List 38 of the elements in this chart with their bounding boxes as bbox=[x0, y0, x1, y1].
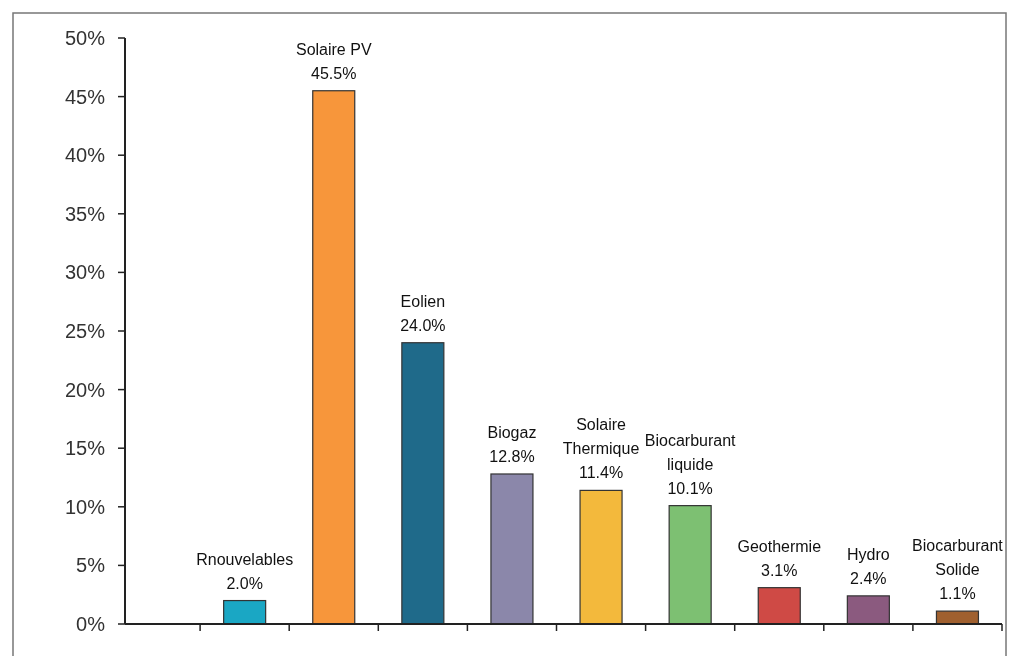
x-tick-label: Solaire PV bbox=[295, 40, 372, 58]
y-tick-label: 35% bbox=[64, 202, 106, 225]
y-tick-label: 15% bbox=[64, 437, 106, 460]
bar bbox=[312, 90, 356, 625]
y-tick-label: 45% bbox=[64, 85, 106, 108]
bar bbox=[223, 599, 267, 625]
bar bbox=[579, 489, 623, 625]
x-tick-label: Eolien bbox=[400, 292, 446, 310]
data-label: 45.5% bbox=[311, 64, 357, 82]
data-label: 2.4% bbox=[850, 569, 887, 587]
y-tick-label: 10% bbox=[64, 495, 106, 518]
y-tick-label: 5% bbox=[76, 554, 106, 577]
data-label: 3.1% bbox=[761, 561, 798, 579]
bar bbox=[668, 505, 712, 625]
data-label: 24.0% bbox=[400, 316, 446, 334]
bar bbox=[490, 473, 534, 625]
y-tick-label: 50% bbox=[64, 27, 106, 49]
x-tick-label: Solaire Thermique bbox=[562, 416, 640, 458]
y-tick-label: 25% bbox=[64, 320, 106, 342]
y-tick-label: 20% bbox=[64, 378, 106, 401]
data-label: 2.0% bbox=[226, 574, 263, 592]
x-tick-label: Biocarburant Solide bbox=[912, 537, 1004, 579]
data-label: 10.1% bbox=[667, 479, 713, 497]
x-tick-label: Geothermie bbox=[737, 537, 822, 555]
data-label: 11.4% bbox=[578, 464, 624, 482]
x-tick-label: Rnouvelables bbox=[196, 550, 294, 568]
bar bbox=[935, 610, 980, 625]
x-tick-label: Biogaz bbox=[487, 423, 537, 441]
bar bbox=[846, 595, 890, 625]
y-tick-label: 40% bbox=[64, 144, 106, 167]
data-label: 12.8% bbox=[489, 447, 535, 465]
bar bbox=[757, 587, 801, 625]
y-tick-label: 0% bbox=[76, 613, 106, 635]
x-tick-label: Biocarburant liquide bbox=[644, 431, 737, 473]
data-label: 1.1% bbox=[939, 585, 976, 603]
y-tick-label: 30% bbox=[64, 261, 106, 284]
bar bbox=[401, 342, 445, 625]
x-tick-label: Hydro bbox=[847, 545, 890, 563]
